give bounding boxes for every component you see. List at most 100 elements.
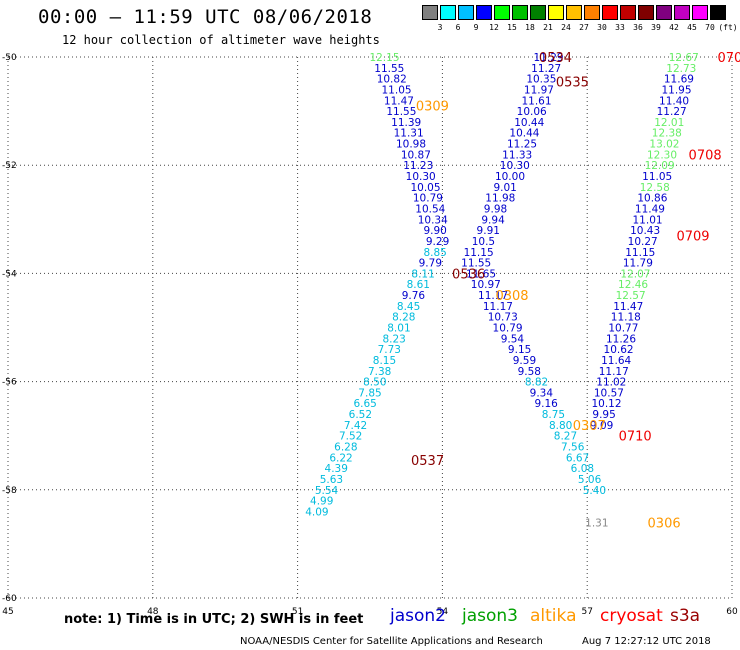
wave-height-value: 8.01 xyxy=(387,323,410,335)
wave-height-value: 9.90 xyxy=(423,225,446,237)
wave-height-value: 13.02 xyxy=(649,139,679,151)
wave-height-value: 6.22 xyxy=(329,452,352,464)
wave-height-value: 8.82 xyxy=(525,377,548,389)
color-scale-label: 45 xyxy=(687,23,697,32)
wave-height-value: 10.73 xyxy=(488,312,518,324)
color-scale-label: 36 xyxy=(633,23,643,32)
chart-marks: 12.1511.5510.8211.0511.4711.5511.3911.31… xyxy=(305,51,740,531)
color-swatch xyxy=(710,5,726,20)
wave-height-value: 10.82 xyxy=(377,74,407,86)
wave-height-value: 10.57 xyxy=(594,387,624,399)
wave-height-value: 12.07 xyxy=(620,268,650,280)
wave-height-value: 12.57 xyxy=(616,290,646,302)
page-title: 00:00 — 11:59 UTC 08/06/2018 xyxy=(38,6,373,28)
pass-time-label: 0308 xyxy=(495,289,528,304)
wave-height-value: 4.39 xyxy=(325,463,348,475)
wave-height-value: 8.80 xyxy=(549,420,572,432)
wave-height-value: 11.47 xyxy=(613,301,643,313)
wave-height-value: 7.42 xyxy=(344,420,367,432)
wave-height-value: 11.47 xyxy=(384,95,414,107)
wave-height-value: 9.29 xyxy=(426,236,449,248)
wave-height-value: 10.12 xyxy=(591,398,621,410)
x-tick-label: 48 xyxy=(147,607,159,617)
credit-text: NOAA/NESDIS Center for Satellite Applica… xyxy=(240,636,543,647)
wave-height-value: 11.40 xyxy=(659,95,689,107)
wave-height-value: 9.98 xyxy=(484,203,507,215)
wave-height-value: 10.98 xyxy=(396,139,426,151)
color-scale-label: 33 xyxy=(615,23,625,32)
wave-height-value: 7.73 xyxy=(378,344,401,356)
wave-height-value: 8.27 xyxy=(554,431,577,443)
wave-height-value: 12.38 xyxy=(652,128,682,140)
wave-height-value: 10.30 xyxy=(406,171,436,183)
wave-height-value: 11.15 xyxy=(625,247,655,259)
wave-height-value: 10.44 xyxy=(514,117,544,129)
x-tick-label: 51 xyxy=(292,607,303,617)
wave-height-value: 7.52 xyxy=(339,431,362,443)
color-scale-label: 9 xyxy=(473,23,479,32)
wave-height-value: 6.52 xyxy=(349,409,372,421)
wave-height-value: 11.95 xyxy=(661,84,691,96)
wave-height-value: 10.97 xyxy=(471,279,501,291)
wave-height-value: 11.55 xyxy=(461,258,491,270)
wave-height-value: 12.01 xyxy=(654,117,684,129)
wave-height-value: 11.23 xyxy=(403,160,433,172)
color-scale-label: 18 xyxy=(525,23,535,32)
wave-height-value: 10.44 xyxy=(509,128,539,140)
wave-height-value: 11.29 xyxy=(534,52,564,64)
color-scale-label: 15 xyxy=(507,23,517,32)
wave-height-value: 9.59 xyxy=(513,355,536,367)
wave-height-value: 11.15 xyxy=(464,247,494,259)
color-scale-label: 27 xyxy=(579,23,589,32)
satellite-altika: altika xyxy=(530,606,577,626)
wave-height-value: 5.54 xyxy=(315,485,339,497)
wave-height-value: 11.17 xyxy=(599,366,629,378)
wave-height-value: 10.86 xyxy=(637,193,667,205)
wave-height-value: 10.00 xyxy=(495,171,525,183)
wave-height-value: 9.15 xyxy=(508,344,531,356)
wave-height-value: 11.61 xyxy=(521,95,551,107)
wave-height-value: 11.05 xyxy=(382,84,412,96)
wave-height-value: 11.02 xyxy=(596,377,626,389)
color-swatch xyxy=(602,5,618,20)
wave-height-value: 9.09 xyxy=(590,420,613,432)
x-tick-label: 57 xyxy=(581,607,592,617)
wave-height-value: 9.94 xyxy=(481,214,505,226)
wave-height-value: 6.08 xyxy=(571,463,594,475)
wave-height-value: 5.63 xyxy=(320,474,343,486)
y-tick-label: -52 xyxy=(2,161,17,171)
wave-height-value: 9.76 xyxy=(402,290,426,302)
wave-height-value: 11.31 xyxy=(394,128,424,140)
pass-time-label: 0536 xyxy=(452,267,485,282)
color-swatch xyxy=(422,5,438,20)
wave-height-value: 10.5 xyxy=(472,236,495,248)
pass-time-label: 0709 xyxy=(676,230,709,245)
wave-height-value: 6.28 xyxy=(334,442,357,454)
pass-time-label: 0710 xyxy=(619,430,652,445)
color-scale-label: (ft) xyxy=(718,23,738,32)
y-tick-label: -58 xyxy=(2,486,17,496)
wave-height-value: 8.23 xyxy=(382,333,405,345)
wave-height-value: 12.09 xyxy=(645,160,675,172)
color-scale-label: 30 xyxy=(597,23,607,32)
wave-height-value: 10.87 xyxy=(401,149,431,161)
color-swatch xyxy=(476,5,492,20)
wave-height-value: 10.79 xyxy=(413,193,443,205)
pass-time-label: 0708 xyxy=(718,51,740,66)
wave-height-value: 11.01 xyxy=(633,214,663,226)
wave-height-value: 11.27 xyxy=(657,106,687,118)
wave-height-value: 6.65 xyxy=(353,398,376,410)
color-scale-label: 3 xyxy=(437,23,443,32)
color-swatch xyxy=(440,5,456,20)
wave-height-value: 10.79 xyxy=(493,323,523,335)
page-subtitle: 12 hour collection of altimeter wave hei… xyxy=(62,33,380,47)
wave-height-value: 9.58 xyxy=(518,366,541,378)
pass-time-label: 0535 xyxy=(556,75,589,90)
wave-height-value: 12.73 xyxy=(666,63,696,75)
wave-height-value: 10.34 xyxy=(418,214,448,226)
color-scale-label: 39 xyxy=(651,23,661,32)
x-tick-label: 54 xyxy=(437,607,449,617)
wave-height-value: 11.97 xyxy=(524,84,554,96)
wave-height-value: 11.26 xyxy=(606,333,636,345)
color-swatch xyxy=(548,5,564,20)
